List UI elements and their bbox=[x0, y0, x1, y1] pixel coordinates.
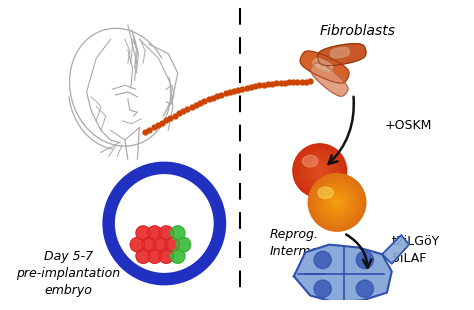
Polygon shape bbox=[330, 47, 349, 58]
Circle shape bbox=[314, 280, 331, 297]
Circle shape bbox=[312, 163, 328, 178]
Circle shape bbox=[301, 153, 338, 189]
Circle shape bbox=[304, 155, 335, 186]
Circle shape bbox=[319, 170, 321, 172]
Circle shape bbox=[331, 197, 343, 208]
Circle shape bbox=[336, 202, 338, 203]
Text: Fibroblasts: Fibroblasts bbox=[320, 24, 396, 38]
Circle shape bbox=[319, 184, 356, 221]
Circle shape bbox=[309, 175, 365, 230]
Text: Reprog.
Intermediates: Reprog. Intermediates bbox=[270, 228, 357, 258]
Circle shape bbox=[323, 188, 351, 217]
Circle shape bbox=[300, 151, 340, 191]
Circle shape bbox=[329, 195, 345, 210]
Circle shape bbox=[310, 161, 329, 180]
Text: +OSKM: +OSKM bbox=[385, 119, 432, 132]
Circle shape bbox=[298, 148, 342, 193]
Circle shape bbox=[301, 152, 339, 190]
Circle shape bbox=[315, 180, 359, 224]
Circle shape bbox=[316, 181, 358, 224]
Circle shape bbox=[328, 193, 346, 212]
Circle shape bbox=[321, 186, 353, 219]
Circle shape bbox=[171, 249, 185, 263]
Polygon shape bbox=[313, 58, 332, 72]
Circle shape bbox=[130, 237, 145, 252]
FancyArrowPatch shape bbox=[328, 97, 354, 164]
Circle shape bbox=[330, 196, 344, 209]
Circle shape bbox=[326, 191, 348, 214]
Circle shape bbox=[309, 160, 330, 181]
Polygon shape bbox=[318, 44, 366, 66]
Circle shape bbox=[356, 251, 374, 268]
Circle shape bbox=[136, 226, 150, 240]
Ellipse shape bbox=[318, 187, 333, 198]
Circle shape bbox=[318, 169, 322, 173]
Circle shape bbox=[302, 153, 337, 188]
Circle shape bbox=[318, 183, 356, 222]
Circle shape bbox=[308, 159, 331, 182]
Circle shape bbox=[317, 168, 323, 174]
Circle shape bbox=[303, 154, 336, 187]
Ellipse shape bbox=[302, 155, 318, 167]
Polygon shape bbox=[300, 51, 349, 83]
Circle shape bbox=[334, 200, 340, 205]
Circle shape bbox=[333, 198, 341, 206]
Circle shape bbox=[305, 156, 334, 185]
FancyArrowPatch shape bbox=[346, 234, 371, 268]
Circle shape bbox=[315, 166, 325, 175]
Circle shape bbox=[328, 194, 346, 211]
Circle shape bbox=[356, 280, 374, 297]
Text: Day 5-7
pre-implantation
embryo: Day 5-7 pre-implantation embryo bbox=[16, 250, 120, 297]
Circle shape bbox=[296, 147, 344, 195]
Polygon shape bbox=[311, 63, 348, 96]
Circle shape bbox=[325, 190, 349, 215]
Circle shape bbox=[335, 201, 339, 204]
Circle shape bbox=[176, 237, 191, 252]
Circle shape bbox=[171, 226, 185, 240]
Circle shape bbox=[165, 237, 179, 252]
Circle shape bbox=[324, 189, 350, 216]
Circle shape bbox=[295, 146, 345, 196]
Circle shape bbox=[310, 175, 364, 229]
Circle shape bbox=[314, 165, 326, 176]
Circle shape bbox=[311, 176, 363, 228]
Text: t2iLGöY
5iLAF: t2iLGöY 5iLAF bbox=[392, 235, 440, 265]
Circle shape bbox=[327, 192, 347, 213]
Circle shape bbox=[142, 237, 156, 252]
Circle shape bbox=[299, 150, 341, 192]
Circle shape bbox=[316, 167, 324, 175]
Circle shape bbox=[297, 148, 343, 194]
Circle shape bbox=[293, 144, 346, 197]
Circle shape bbox=[311, 162, 328, 179]
Circle shape bbox=[306, 157, 333, 184]
Circle shape bbox=[314, 179, 360, 225]
Circle shape bbox=[159, 226, 173, 240]
Circle shape bbox=[312, 177, 362, 227]
Circle shape bbox=[308, 174, 366, 231]
Circle shape bbox=[317, 182, 357, 223]
Circle shape bbox=[322, 187, 352, 218]
Circle shape bbox=[109, 168, 220, 279]
Circle shape bbox=[147, 249, 162, 263]
Circle shape bbox=[314, 251, 331, 268]
Circle shape bbox=[313, 178, 361, 226]
Polygon shape bbox=[294, 245, 392, 302]
Circle shape bbox=[294, 145, 346, 197]
Circle shape bbox=[307, 158, 332, 183]
Circle shape bbox=[332, 197, 342, 207]
Circle shape bbox=[153, 237, 168, 252]
Circle shape bbox=[147, 226, 162, 240]
Circle shape bbox=[320, 185, 354, 220]
Circle shape bbox=[159, 249, 173, 263]
Circle shape bbox=[136, 249, 150, 263]
Circle shape bbox=[313, 164, 327, 177]
Polygon shape bbox=[382, 235, 409, 264]
